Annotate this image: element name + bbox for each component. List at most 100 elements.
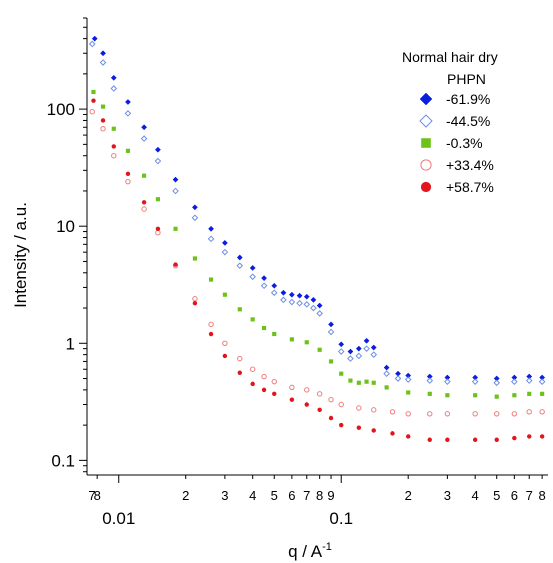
- data-point: [289, 384, 295, 391]
- data-point: [91, 98, 96, 103]
- data-point: [371, 407, 377, 413]
- data-point: [511, 374, 518, 381]
- data-point: [472, 437, 478, 442]
- data-point: [444, 411, 451, 417]
- data-point: [339, 422, 344, 428]
- data-point: [356, 425, 362, 430]
- data-point: [208, 331, 214, 337]
- data-point: [124, 99, 131, 105]
- data-point: [512, 435, 517, 441]
- data-point: [526, 373, 533, 380]
- data-point: [296, 292, 303, 299]
- data-point: [348, 378, 353, 383]
- data-point: [111, 144, 116, 149]
- data-point: [539, 434, 545, 439]
- data-point: [538, 378, 546, 385]
- data-point: [304, 340, 309, 345]
- legend-label: -61.9%: [446, 91, 490, 107]
- data-point: [383, 364, 390, 371]
- data-point: [371, 428, 376, 433]
- x-minor-tick-label: 8: [94, 488, 101, 503]
- data-point: [472, 411, 478, 417]
- data-point: [426, 373, 433, 380]
- data-point: [250, 381, 255, 387]
- data-point: [124, 110, 132, 117]
- data-point: [317, 347, 322, 352]
- data-point: [493, 375, 500, 382]
- x-minor-tick-label: 8: [316, 488, 323, 503]
- data-point: [304, 402, 309, 407]
- data-point: [445, 437, 450, 442]
- data-point: [250, 317, 255, 322]
- plot-area: [88, 35, 546, 442]
- data-point: [383, 370, 390, 377]
- ticks: [79, 17, 543, 483]
- data-point: [471, 378, 479, 385]
- x-minor-tick-label: 8: [539, 488, 546, 503]
- data-point: [370, 344, 377, 351]
- x-minor-tick-label: 3: [221, 488, 228, 503]
- legend-marker: [419, 92, 433, 106]
- data-point: [249, 273, 256, 281]
- data-point: [222, 292, 227, 297]
- data-point: [173, 262, 178, 267]
- legend-items: -61.9% -44.5% -0.3% +33.4% +58.7%: [419, 91, 494, 195]
- data-point: [271, 282, 278, 289]
- x-minor-tick-label: 7: [303, 488, 310, 503]
- data-point: [289, 397, 295, 402]
- y-tick-label: 10: [56, 217, 75, 236]
- legend: Normal hair dry PHPN -61.9% -44.5% -0.3% +3…: [402, 49, 498, 195]
- data-point: [221, 248, 229, 256]
- series-2: [91, 89, 545, 399]
- data-point: [140, 135, 148, 142]
- data-point: [512, 393, 517, 398]
- data-point: [371, 380, 376, 385]
- data-point: [355, 352, 363, 360]
- data-point: [317, 407, 322, 413]
- data-point: [89, 109, 95, 115]
- data-point: [328, 396, 334, 403]
- data-point: [261, 373, 267, 380]
- data-point: [389, 409, 396, 415]
- data-point: [125, 178, 131, 185]
- x-minor-tick-label: 5: [271, 488, 278, 503]
- data-point: [355, 345, 362, 352]
- data-point: [426, 377, 434, 384]
- data-point: [328, 415, 334, 421]
- y-tick-label: 1: [66, 334, 75, 353]
- data-point: [155, 229, 161, 236]
- data-point: [316, 310, 323, 317]
- data-point: [526, 409, 532, 415]
- data-point: [192, 300, 198, 306]
- x-minor-tick-label: 7: [526, 488, 533, 503]
- data-point: [125, 148, 131, 153]
- data-point: [356, 380, 361, 385]
- legend-marker: [419, 114, 433, 128]
- data-point: [208, 225, 215, 232]
- data-point: [208, 277, 214, 282]
- data-point: [272, 391, 277, 397]
- data-point: [260, 282, 268, 290]
- data-point: [405, 434, 411, 439]
- data-point: [316, 391, 323, 397]
- data-point: [280, 289, 287, 296]
- data-point: [384, 385, 389, 390]
- data-point: [141, 200, 147, 205]
- data-point: [494, 437, 499, 442]
- data-point: [155, 197, 160, 202]
- data-point: [427, 411, 433, 417]
- series-3: [89, 109, 545, 417]
- axes: [86, 18, 548, 476]
- data-point: [405, 411, 411, 417]
- data-point: [142, 173, 147, 178]
- data-point: [310, 296, 317, 303]
- data-point: [444, 374, 451, 381]
- data-point: [328, 321, 334, 328]
- data-point: [347, 355, 354, 362]
- data-point: [527, 434, 532, 439]
- data-point: [427, 437, 432, 442]
- series-1: [88, 40, 546, 387]
- legend-marker: [420, 181, 432, 193]
- data-point: [303, 301, 311, 308]
- data-point: [427, 391, 432, 396]
